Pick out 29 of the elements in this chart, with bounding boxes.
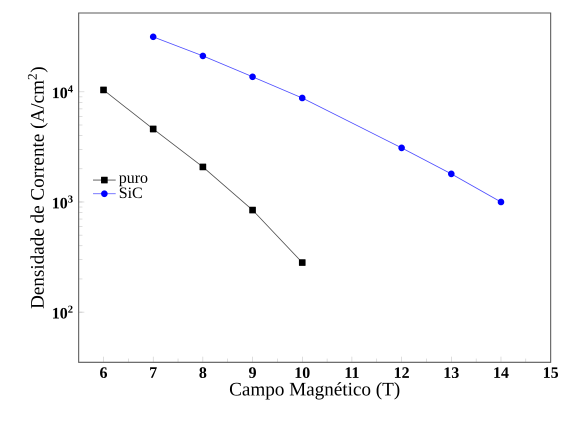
y-tick-label: 10$^{3}$ bbox=[53, 195, 73, 208]
point bbox=[298, 259, 306, 266]
point bbox=[249, 206, 256, 214]
x-tick-label: 6 bbox=[100, 367, 108, 378]
y-tick-label: 10$^{4}$ bbox=[53, 85, 73, 98]
x-tick-label: 14 bbox=[494, 367, 509, 378]
point bbox=[150, 126, 157, 132]
point bbox=[448, 170, 455, 178]
point bbox=[100, 86, 107, 94]
x-tick-label: 11 bbox=[346, 367, 359, 378]
y-axis-title: Densidade de Corrente (A/cm$^{2}$) bbox=[28, 67, 48, 308]
point bbox=[150, 34, 157, 40]
point bbox=[498, 198, 504, 206]
y-tick-label: 10$^{2}$ bbox=[53, 306, 73, 319]
point bbox=[249, 73, 256, 80]
point bbox=[398, 144, 405, 152]
x-axis-title: Campo Magnético (T) bbox=[230, 382, 400, 400]
legend-label: puro bbox=[119, 175, 148, 186]
point bbox=[298, 94, 306, 102]
x-tick-label: 9 bbox=[249, 367, 256, 378]
x-tick-label: 15 bbox=[544, 367, 558, 378]
x-tick-label: 10 bbox=[296, 367, 310, 378]
x-tick-label: 7 bbox=[150, 367, 157, 378]
point bbox=[200, 52, 206, 60]
x-tick-label: 12 bbox=[394, 367, 409, 378]
legend-label: SiC bbox=[120, 187, 142, 198]
x-tick-label: 13 bbox=[444, 367, 459, 378]
x-tick-label: 8 bbox=[199, 367, 206, 378]
point bbox=[200, 164, 206, 170]
